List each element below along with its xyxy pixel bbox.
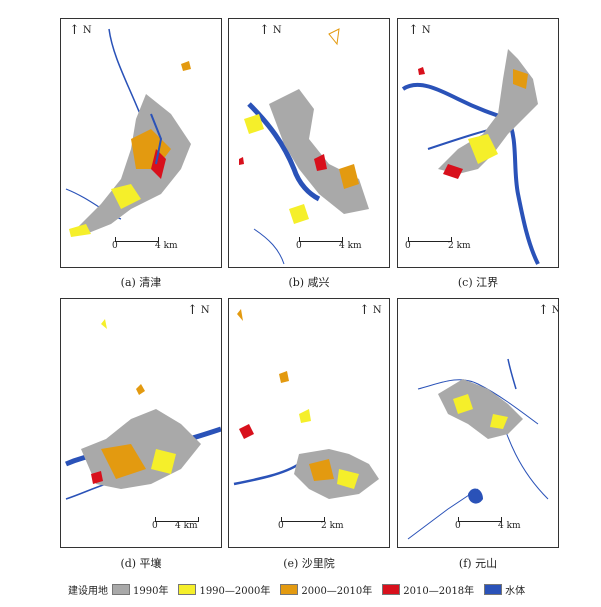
scale-zero: 0	[405, 241, 411, 251]
north-label: N	[272, 25, 282, 36]
legend-label: 2010—2018年	[403, 586, 475, 597]
north-arrow-icon: ↑	[69, 22, 80, 38]
north-arrow: ↑ N	[259, 22, 282, 38]
scale-label: 4 km	[155, 241, 178, 251]
north-arrow: ↑ N	[187, 302, 210, 318]
legend-swatch-2000-2010	[280, 584, 299, 595]
north-arrow: ↑ N	[538, 302, 558, 318]
legend-swatch-2010-2018	[382, 584, 401, 595]
map-c-drawing	[401, 49, 540, 265]
scale-label: 2 km	[321, 521, 344, 531]
north-arrow-icon: ↑	[408, 22, 419, 38]
map-panel-c: ↑ N 0 2 km	[397, 18, 559, 268]
map-legend: 建设用地 1990年 1990—2000年 2000—2010年 2010—20…	[68, 582, 531, 597]
north-arrow-icon: ↑	[538, 302, 549, 318]
map-panel-e: ↑ N 0 2 km	[228, 298, 390, 548]
map-panel-a: ↑ N 0 4 km	[60, 18, 222, 268]
north-label: N	[200, 305, 210, 316]
map-d-drawing	[65, 319, 221, 500]
north-label: N	[421, 25, 431, 36]
scale-label: 4 km	[175, 521, 198, 531]
map-panel-b: ↑ N 0 4 km	[228, 18, 390, 268]
scale-zero: 0	[152, 521, 158, 531]
map-f-drawing	[407, 358, 549, 540]
scale-zero: 0	[278, 521, 284, 531]
scale-label: 4 km	[339, 241, 362, 251]
map-panel-f: ↑ N 0 4 km	[397, 298, 559, 548]
north-arrow: ↑ N	[359, 302, 382, 318]
scale-zero: 0	[455, 521, 461, 531]
legend-item: 2010—2018年	[382, 582, 474, 597]
legend-item: 水体	[484, 582, 525, 597]
map-panel-d: ↑ N 0 4 km	[60, 298, 222, 548]
legend-label: 水体	[505, 586, 526, 597]
north-arrow-icon: ↑	[259, 22, 270, 38]
north-arrow: ↑ N	[408, 22, 431, 38]
scale-label: 4 km	[498, 521, 521, 531]
north-label: N	[82, 25, 92, 36]
map-b-drawing	[239, 28, 369, 265]
legend-item: 1990—2000年	[178, 582, 270, 597]
legend-label: 1990—2000年	[199, 586, 271, 597]
scale-zero: 0	[112, 241, 118, 251]
caption-f: (f) 元山	[458, 557, 498, 570]
north-arrow-icon: ↑	[359, 302, 370, 318]
caption-a: (a) 清津	[120, 276, 162, 289]
north-arrow: ↑ N	[69, 22, 92, 38]
scale-zero: 0	[296, 241, 302, 251]
legend-item: 2000—2010年	[280, 582, 372, 597]
north-label: N	[552, 305, 558, 316]
scale-label: 2 km	[448, 241, 471, 251]
legend-swatch-1990	[112, 584, 130, 595]
map-a-drawing	[65, 28, 191, 237]
legend-label: 2000—2010年	[301, 586, 373, 597]
north-label: N	[372, 305, 382, 316]
caption-d: (d) 平壤	[120, 557, 162, 570]
legend-label: 1990年	[133, 586, 169, 597]
legend-swatch-water	[484, 584, 503, 595]
caption-e: (e) 沙里院	[283, 557, 335, 570]
caption-b: (b) 咸兴	[288, 276, 330, 289]
legend-item: 1990年	[112, 582, 168, 597]
north-arrow-icon: ↑	[187, 302, 198, 318]
map-e-drawing	[233, 309, 379, 499]
caption-c: (c) 江界	[457, 276, 499, 289]
legend-title: 建设用地	[68, 586, 108, 597]
legend-swatch-1990-2000	[178, 584, 197, 595]
